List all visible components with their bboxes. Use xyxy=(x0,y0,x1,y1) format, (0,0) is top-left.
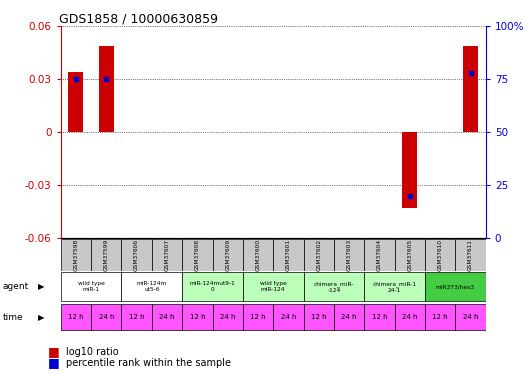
Text: GSM37604: GSM37604 xyxy=(377,239,382,271)
Bar xyxy=(152,304,182,330)
Bar xyxy=(91,239,121,271)
Text: chimera_miR-1
24-1: chimera_miR-1 24-1 xyxy=(373,281,417,292)
Text: GSM37611: GSM37611 xyxy=(468,239,473,271)
Text: 12 h: 12 h xyxy=(129,314,145,320)
Text: 12 h: 12 h xyxy=(432,314,448,320)
Bar xyxy=(274,239,304,271)
Bar xyxy=(243,272,304,302)
Bar xyxy=(455,239,486,271)
Bar xyxy=(61,239,91,271)
Text: GSM37599: GSM37599 xyxy=(104,239,109,271)
Bar xyxy=(274,304,304,330)
Text: 24 h: 24 h xyxy=(159,314,175,320)
Text: wild type
miR-1: wild type miR-1 xyxy=(78,282,105,292)
Text: log10 ratio: log10 ratio xyxy=(66,347,119,357)
Text: 24 h: 24 h xyxy=(281,314,296,320)
Text: 24 h: 24 h xyxy=(463,314,478,320)
Text: chimera_miR-
-124: chimera_miR- -124 xyxy=(314,281,354,292)
Bar xyxy=(212,304,243,330)
Text: miR-124mut9-1
0: miR-124mut9-1 0 xyxy=(190,282,235,292)
Bar xyxy=(364,304,395,330)
Text: GSM37602: GSM37602 xyxy=(316,239,321,271)
Bar xyxy=(304,272,364,302)
Text: 24 h: 24 h xyxy=(402,314,418,320)
Text: miR-124m
ut5-6: miR-124m ut5-6 xyxy=(137,282,167,292)
Text: GSM37605: GSM37605 xyxy=(408,239,412,271)
Bar xyxy=(182,304,212,330)
Bar xyxy=(304,239,334,271)
Text: 12 h: 12 h xyxy=(250,314,266,320)
Text: ▶: ▶ xyxy=(38,282,44,291)
Text: wild type
miR-124: wild type miR-124 xyxy=(260,282,287,292)
Bar xyxy=(243,304,274,330)
Bar xyxy=(243,239,274,271)
Bar xyxy=(61,272,121,302)
Text: 12 h: 12 h xyxy=(190,314,205,320)
Text: 12 h: 12 h xyxy=(311,314,327,320)
Text: miR373/hes3: miR373/hes3 xyxy=(436,284,475,290)
Bar xyxy=(91,304,121,330)
Text: GSM37607: GSM37607 xyxy=(165,239,169,271)
Bar xyxy=(99,46,114,132)
Bar xyxy=(68,72,83,132)
Bar xyxy=(402,132,418,208)
Bar xyxy=(394,239,425,271)
Bar xyxy=(334,239,364,271)
Bar xyxy=(182,239,212,271)
Text: 12 h: 12 h xyxy=(372,314,388,320)
Text: GSM37610: GSM37610 xyxy=(438,239,442,271)
Bar xyxy=(425,239,455,271)
Text: 24 h: 24 h xyxy=(99,314,114,320)
Text: GSM37600: GSM37600 xyxy=(256,239,260,271)
Bar xyxy=(425,272,486,302)
Text: agent: agent xyxy=(3,282,29,291)
Text: GSM37609: GSM37609 xyxy=(225,239,230,271)
Bar xyxy=(121,272,182,302)
Text: GSM37608: GSM37608 xyxy=(195,239,200,271)
Text: GSM37606: GSM37606 xyxy=(134,239,139,271)
Bar xyxy=(152,239,182,271)
Bar xyxy=(121,304,152,330)
Text: GDS1858 / 10000630859: GDS1858 / 10000630859 xyxy=(59,12,218,25)
Bar xyxy=(463,46,478,132)
Text: 24 h: 24 h xyxy=(220,314,235,320)
Bar xyxy=(364,239,395,271)
Text: 24 h: 24 h xyxy=(342,314,357,320)
Text: time: time xyxy=(3,313,23,322)
Bar xyxy=(121,239,152,271)
Bar xyxy=(455,304,486,330)
Text: GSM37603: GSM37603 xyxy=(347,239,352,271)
Text: GSM37598: GSM37598 xyxy=(73,239,78,271)
Bar xyxy=(425,304,455,330)
Bar xyxy=(364,272,425,302)
Text: 12 h: 12 h xyxy=(68,314,84,320)
Text: GSM37601: GSM37601 xyxy=(286,239,291,271)
Bar xyxy=(182,272,243,302)
Text: percentile rank within the sample: percentile rank within the sample xyxy=(66,358,231,368)
Bar xyxy=(334,304,364,330)
Bar xyxy=(304,304,334,330)
Text: ■: ■ xyxy=(48,357,59,369)
Bar xyxy=(61,304,91,330)
Text: ■: ■ xyxy=(48,345,59,358)
Bar xyxy=(394,304,425,330)
Bar xyxy=(212,239,243,271)
Text: ▶: ▶ xyxy=(38,313,44,322)
